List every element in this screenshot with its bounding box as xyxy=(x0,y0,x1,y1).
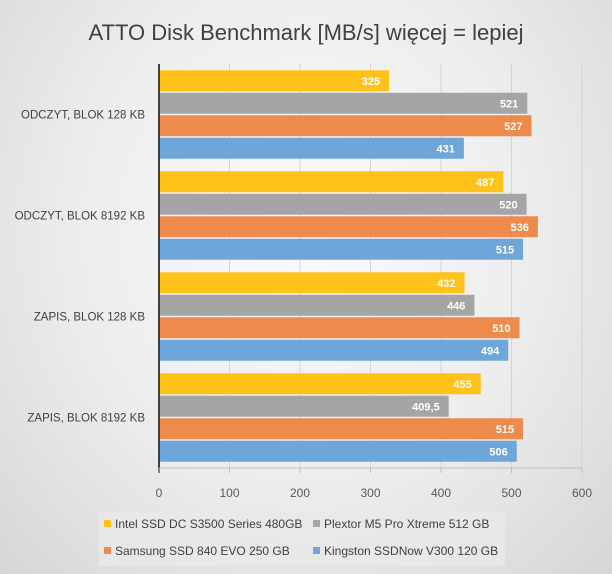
bar xyxy=(160,137,464,159)
legend-swatch xyxy=(313,547,320,554)
chart-title: ATTO Disk Benchmark [MB/s] więcej = lepi… xyxy=(88,20,523,45)
data-label: 520 xyxy=(499,199,517,211)
data-label: 536 xyxy=(511,222,529,234)
legend-label: Intel SSD DC S3500 Series 480GB xyxy=(115,517,302,531)
bar xyxy=(160,193,527,215)
legend-label: Samsung SSD 840 EVO 250 GB xyxy=(115,544,290,558)
bar xyxy=(160,440,517,462)
x-tick-label: 500 xyxy=(501,486,521,500)
legend-label: Plextor M5 Pro Xtreme 512 GB xyxy=(324,517,489,531)
bar xyxy=(160,294,475,316)
bar xyxy=(160,373,481,395)
bar xyxy=(160,395,449,417)
bar xyxy=(160,216,538,238)
data-label: 431 xyxy=(436,143,454,155)
legend-swatch xyxy=(104,547,111,554)
legend-box xyxy=(99,512,505,566)
x-tick-label: 200 xyxy=(290,486,310,500)
legend-swatch xyxy=(313,520,320,527)
bar xyxy=(160,272,465,294)
data-label: 409,5 xyxy=(412,401,440,413)
bar xyxy=(160,92,528,114)
legend-swatch xyxy=(104,520,111,527)
x-tick-label: 0 xyxy=(156,486,163,500)
x-tick-label: 400 xyxy=(431,486,451,500)
category-label: ZAPIS, BLOK 128 KB xyxy=(34,312,146,324)
data-label: 506 xyxy=(489,446,507,458)
bar xyxy=(160,317,520,339)
bar xyxy=(160,238,524,260)
data-label: 446 xyxy=(447,300,465,312)
category-label: ZAPIS, BLOK 8192 KB xyxy=(27,413,145,425)
x-tick-label: 600 xyxy=(572,486,592,500)
bar xyxy=(160,70,390,92)
data-label: 515 xyxy=(496,244,514,256)
data-label: 455 xyxy=(453,379,471,391)
data-label: 515 xyxy=(496,424,514,436)
data-label: 494 xyxy=(481,345,500,357)
data-label: 432 xyxy=(437,278,455,290)
data-label: 527 xyxy=(504,121,522,133)
bar xyxy=(160,115,532,137)
bar xyxy=(160,171,504,193)
data-label: 487 xyxy=(476,177,494,189)
data-label: 325 xyxy=(362,76,380,88)
legend-label: Kingston SSDNow V300 120 GB xyxy=(324,544,498,558)
x-tick-label: 300 xyxy=(360,486,380,500)
data-label: 510 xyxy=(492,323,510,335)
bar xyxy=(160,339,509,361)
category-label: ODCZYT, BLOK 128 KB xyxy=(21,110,145,122)
category-label: ODCZYT, BLOK 8192 KB xyxy=(15,211,146,223)
x-tick-label: 100 xyxy=(219,486,239,500)
data-label: 521 xyxy=(500,98,518,110)
bar xyxy=(160,418,524,440)
